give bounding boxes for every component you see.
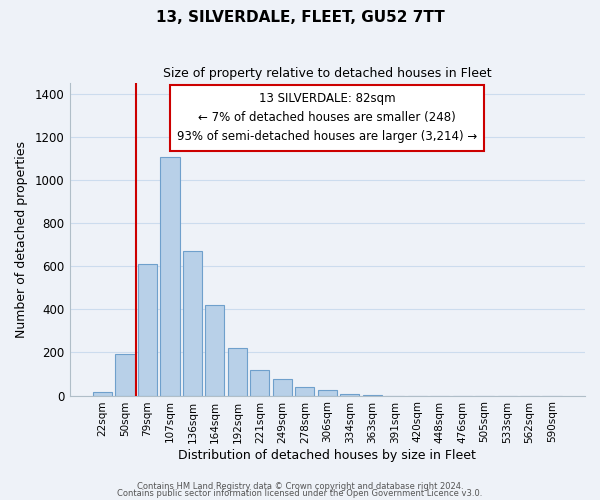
Bar	[115, 354, 134, 396]
Bar	[93, 392, 112, 396]
X-axis label: Distribution of detached houses by size in Fleet: Distribution of detached houses by size …	[178, 450, 476, 462]
Text: Contains public sector information licensed under the Open Government Licence v3: Contains public sector information licen…	[118, 489, 482, 498]
Bar	[340, 394, 359, 396]
Bar	[295, 388, 314, 396]
Bar	[138, 264, 157, 396]
Title: Size of property relative to detached houses in Fleet: Size of property relative to detached ho…	[163, 68, 491, 80]
Bar	[183, 251, 202, 396]
Text: 13, SILVERDALE, FLEET, GU52 7TT: 13, SILVERDALE, FLEET, GU52 7TT	[155, 10, 445, 25]
Bar	[318, 390, 337, 396]
Text: 13 SILVERDALE: 82sqm
← 7% of detached houses are smaller (248)
93% of semi-detac: 13 SILVERDALE: 82sqm ← 7% of detached ho…	[177, 92, 478, 144]
Bar	[273, 379, 292, 396]
Bar	[228, 348, 247, 396]
Bar	[205, 305, 224, 396]
Y-axis label: Number of detached properties: Number of detached properties	[15, 141, 28, 338]
Text: Contains HM Land Registry data © Crown copyright and database right 2024.: Contains HM Land Registry data © Crown c…	[137, 482, 463, 491]
Bar	[160, 158, 179, 396]
Bar	[250, 370, 269, 396]
